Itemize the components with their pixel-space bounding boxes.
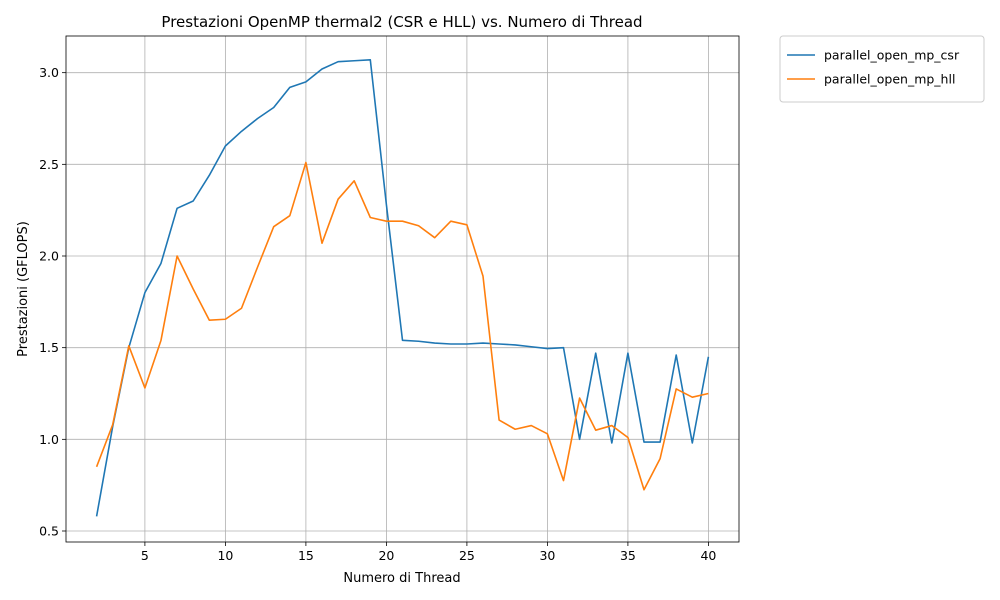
x-tick-label: 40 — [700, 548, 716, 563]
x-tick-label: 25 — [459, 548, 475, 563]
y-tick-label: 3.0 — [39, 65, 59, 80]
y-tick-label: 1.0 — [39, 432, 59, 447]
x-tick-label: 15 — [298, 548, 314, 563]
grid — [66, 36, 739, 542]
x-tick-label: 5 — [141, 548, 149, 563]
series-line-hll — [95, 161, 709, 491]
y-tick-label: 2.0 — [39, 249, 59, 264]
series-lines — [95, 59, 710, 517]
y-tick-label: 2.5 — [39, 157, 59, 172]
chart-title: Prestazioni OpenMP thermal2 (CSR e HLL) … — [161, 13, 642, 31]
legend-box — [779, 35, 985, 103]
plot-frame — [65, 35, 740, 543]
series-line-csr — [95, 59, 710, 517]
y-tick-label: 1.5 — [39, 340, 59, 355]
x-tick-label: 30 — [539, 548, 555, 563]
legend-label-csr: parallel_open_mp_csr — [824, 48, 960, 63]
legend: parallel_open_mp_csr parallel_open_mp_hl… — [779, 35, 985, 103]
y-axis-label: Prestazioni (GFLOPS) — [16, 221, 31, 357]
y-axis-ticks: 0.5 1.0 1.5 2.0 2.5 3.0 — [39, 65, 66, 539]
legend-label-hll: parallel_open_mp_hll — [824, 72, 955, 87]
x-axis-label: Numero di Thread — [343, 571, 460, 586]
x-axis-ticks: 5 10 15 20 25 30 35 40 — [141, 542, 716, 563]
x-tick-label: 35 — [620, 548, 636, 563]
y-tick-label: 0.5 — [39, 524, 59, 539]
x-tick-label: 20 — [378, 548, 394, 563]
x-tick-label: 10 — [217, 548, 233, 563]
